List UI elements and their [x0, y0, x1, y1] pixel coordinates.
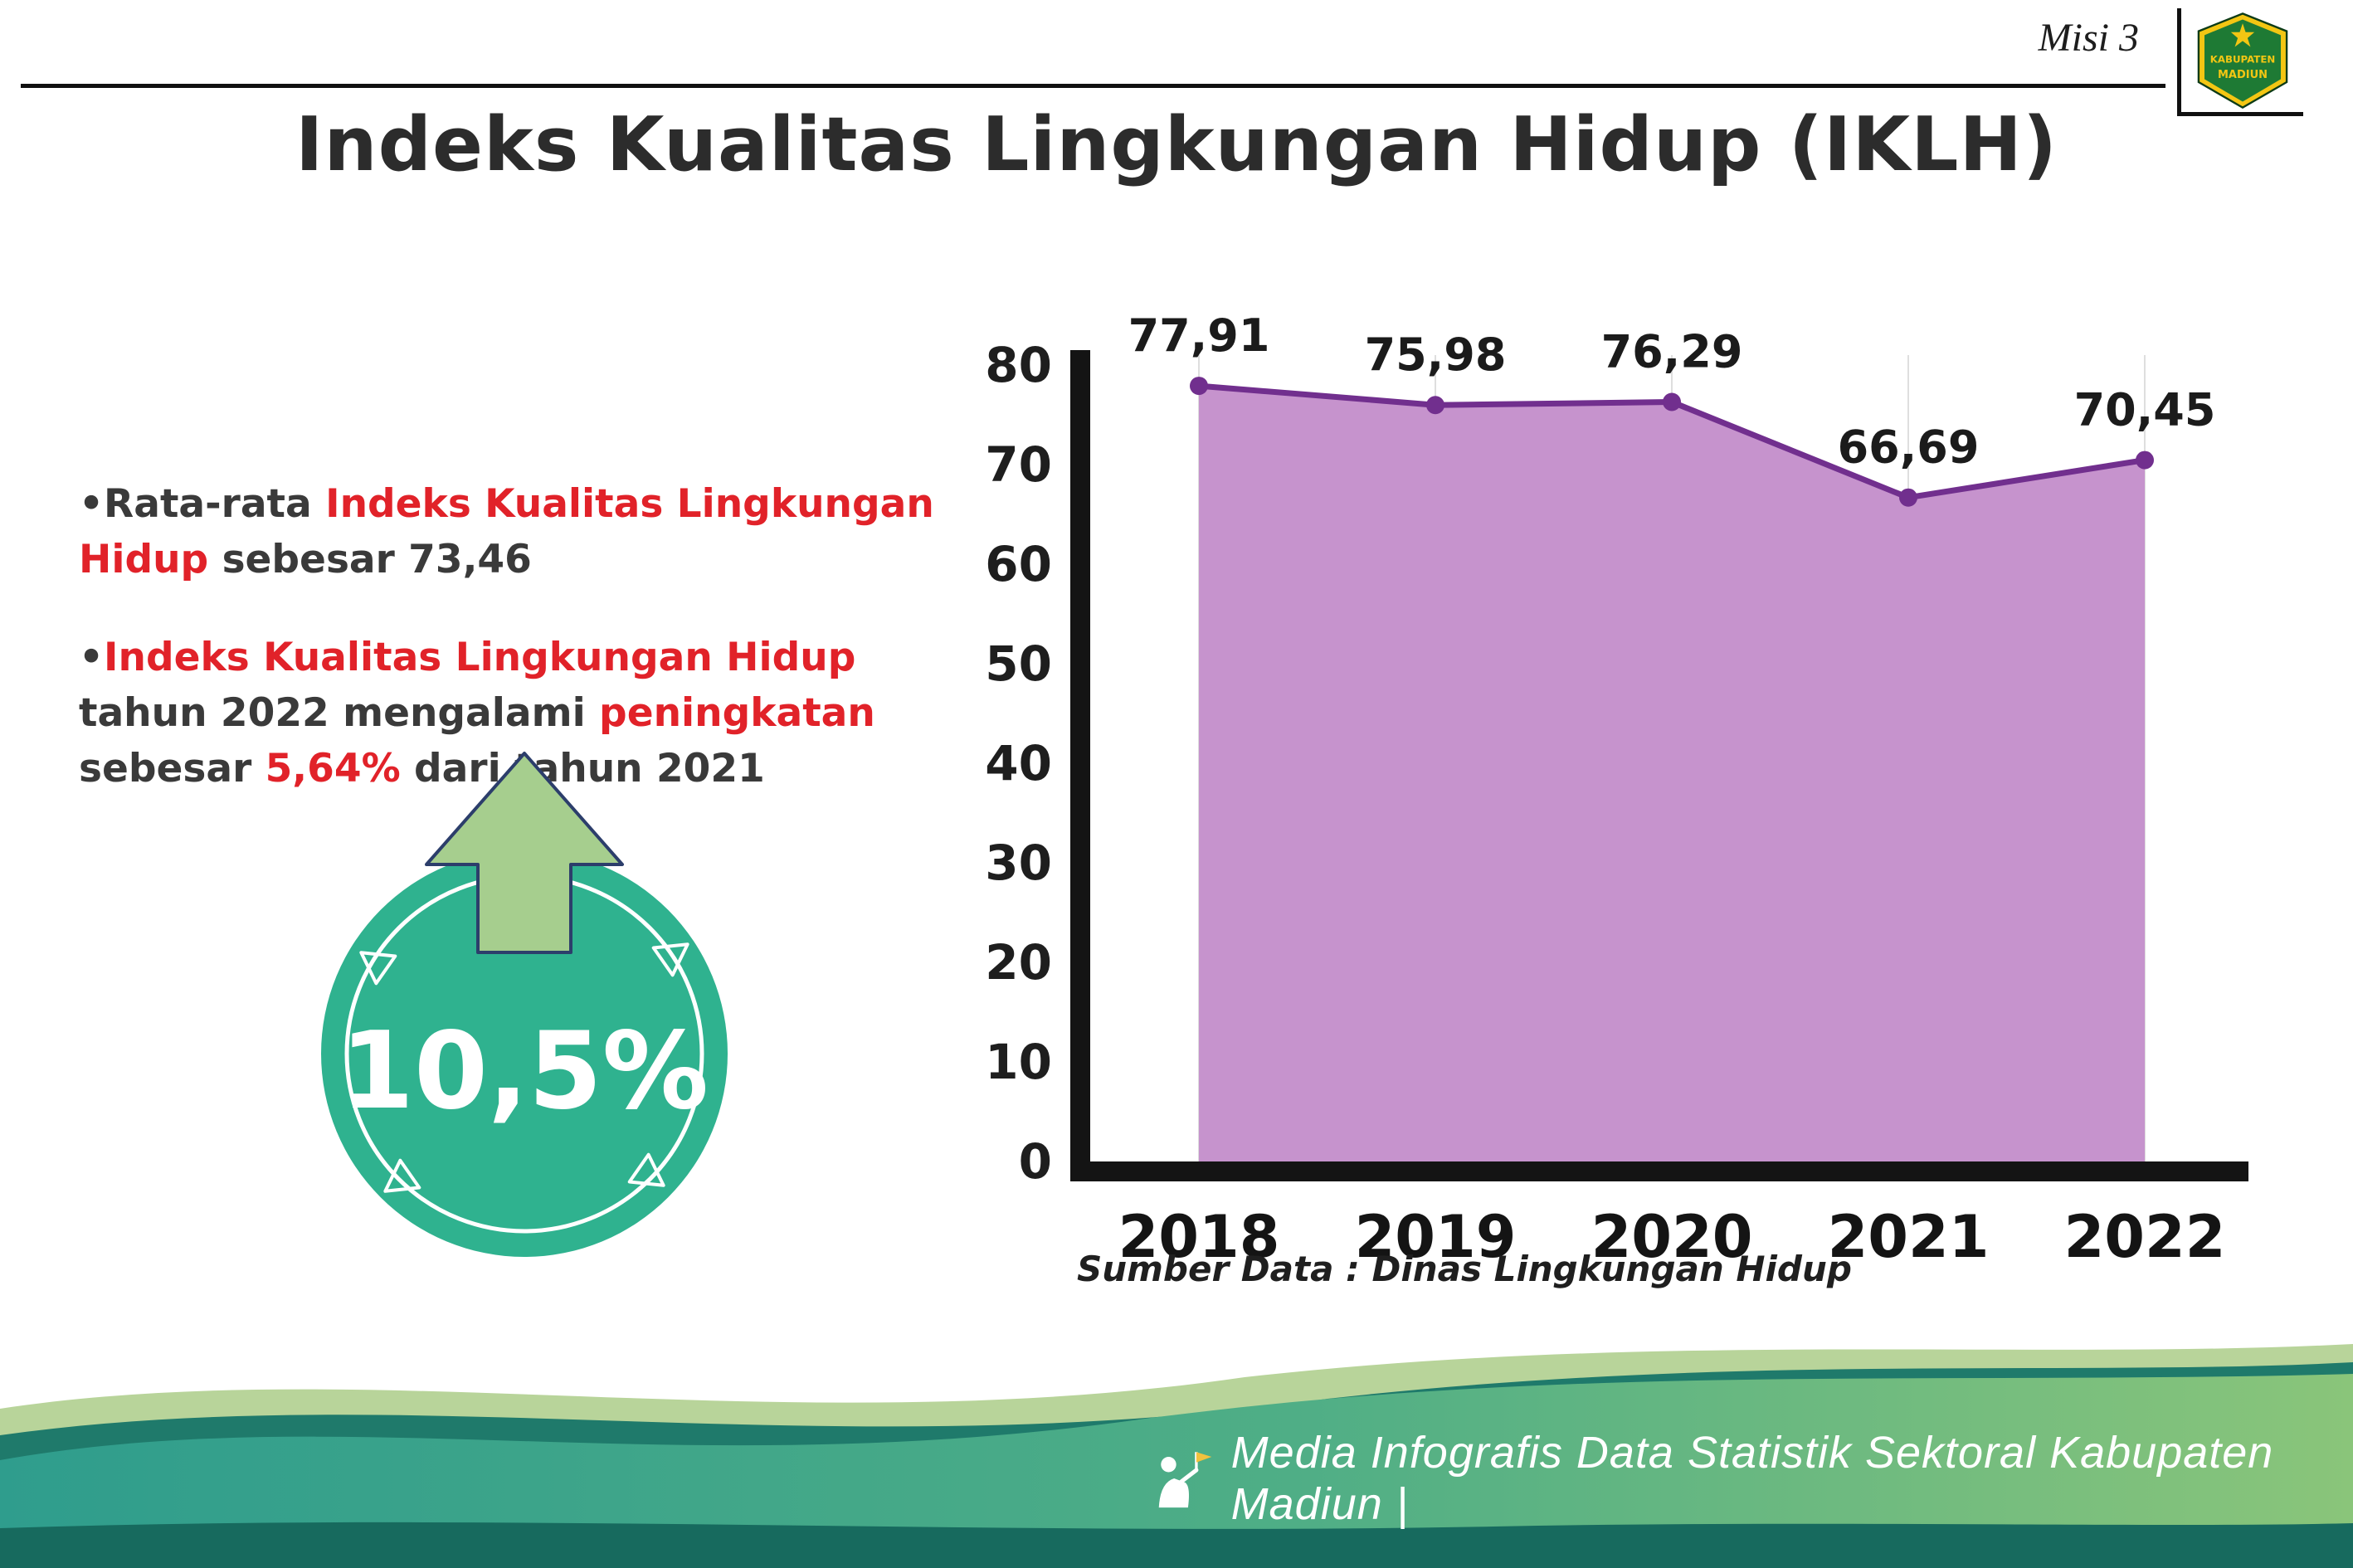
- bullet-average-iklh: •Rata-rata Indeks Kualitas Lingkungan Hi…: [79, 477, 971, 587]
- bullet-char: •: [79, 481, 105, 527]
- year-label: 2022: [2064, 1203, 2226, 1271]
- chart-value-labels: 77,91 75,98 76,29 66,69 70,45: [1128, 309, 2216, 474]
- text-highlight: 5,64%: [265, 745, 401, 791]
- ytick-label: 30: [985, 835, 1052, 891]
- mascot-flag-icon: [1196, 1452, 1212, 1463]
- ytick-label: 20: [985, 934, 1052, 991]
- data-point: [1190, 377, 1208, 396]
- ytick-label: 60: [985, 536, 1052, 592]
- ytick-label: 50: [985, 635, 1052, 692]
- logo-text-top: KABUPATEN: [2209, 53, 2275, 65]
- mascot-head: [1161, 1457, 1176, 1473]
- ytick-label: 0: [1019, 1133, 1052, 1190]
- key-points: •Rata-rata Indeks Kualitas Lingkungan Hi…: [79, 477, 971, 840]
- text-segment: sebesar 73,46: [208, 536, 532, 582]
- text-highlight: Indeks Kualitas Lingkungan Hidup: [79, 481, 934, 582]
- text-segment: sebesar: [79, 745, 266, 791]
- mascot-body: [1158, 1478, 1189, 1508]
- ytick-label: 40: [985, 735, 1052, 791]
- mascot-arm: [1176, 1468, 1199, 1487]
- text-highlight: Indeks Kualitas Lingkungan Hidup: [104, 635, 856, 681]
- data-point: [1663, 392, 1681, 411]
- misi-label: Misi 3: [2038, 16, 2139, 60]
- text-highlight: peningkatan: [599, 690, 875, 737]
- value-label: 76,29: [1601, 326, 1743, 378]
- badge-tick-icon: [627, 1152, 665, 1187]
- chart-points: [1190, 377, 2154, 507]
- kabupaten-madiun-logo: KABUPATEN MADIUN: [2197, 12, 2287, 110]
- data-point: [2136, 450, 2154, 470]
- text-segment: tahun 2022 mengalami: [79, 690, 600, 737]
- iklh-chart: 77,91 75,98 76,29 66,69 70,45 0 10 20 30 40 50 60 70…: [985, 309, 2248, 1271]
- chart-ytick-labels: 0 10 20 30 40 50 60 70 80: [985, 337, 1052, 1190]
- year-label: 2018: [1118, 1203, 1280, 1271]
- badge-circle: [321, 850, 728, 1257]
- badge-value: 10,5%: [340, 1010, 709, 1133]
- ytick-label: 80: [985, 337, 1052, 393]
- chart-x-axis: [1070, 1161, 2248, 1181]
- footer-bar: Media Infografis Data Statistik Sektoral…: [1145, 1427, 2353, 1530]
- ytick-label: 10: [985, 1034, 1052, 1090]
- mascot-icon: [1158, 1452, 1212, 1508]
- year-label: 2021: [1828, 1203, 1990, 1271]
- year-label: 2019: [1355, 1203, 1517, 1271]
- value-label: 75,98: [1365, 329, 1507, 381]
- logo-frame: KABUPATEN MADIUN: [2177, 8, 2303, 116]
- chart-year-labels: 2018 2019 2020 2021 2022: [1118, 1203, 2226, 1271]
- ytick-label: 70: [985, 436, 1052, 493]
- logo-text-bottom: MADIUN: [2218, 69, 2268, 81]
- badge-tick-icon: [383, 1158, 421, 1193]
- badge-tick-icon: [359, 951, 397, 986]
- text-segment: dari tahun 2021: [400, 745, 765, 791]
- footer-waves: [0, 1344, 2353, 1568]
- wave-main-band: [0, 1374, 2353, 1568]
- chart-container: 77,91 75,98 76,29 66,69 70,45 0 10 20 30 40 50 60 70…: [954, 307, 2282, 1303]
- up-arrow-icon: [425, 752, 624, 954]
- header-rule: [21, 84, 2165, 88]
- value-label: 66,69: [1838, 421, 1980, 474]
- footer-caption: Media Infografis Data Statistik Sektoral…: [1230, 1428, 2274, 1529]
- data-point: [1899, 488, 1917, 507]
- text-segment: Rata-rata: [104, 481, 326, 527]
- bullet-char: •: [79, 635, 105, 681]
- badge-tick-icon: [651, 942, 689, 977]
- chart-y-axis: [1070, 350, 1090, 1181]
- bullet-increase-2022: •Indeks Kualitas Lingkungan Hidup tahun …: [79, 631, 971, 796]
- increase-badge: 10,5%: [321, 752, 728, 1257]
- year-label: 2020: [1591, 1203, 1753, 1271]
- logo-shield-inner: [2204, 19, 2281, 102]
- page-title: Indeks Kualitas Lingkungan Hidup (IKLH): [295, 101, 2058, 188]
- data-point: [1426, 396, 1444, 415]
- value-label: 70,45: [2074, 384, 2216, 436]
- wave-bottom-strip: [0, 1522, 2353, 1568]
- value-label: 77,91: [1128, 309, 1270, 362]
- source-note: Sumber Data : Dinas Lingkungan Hidup: [1077, 1249, 1852, 1289]
- chart-area: [1199, 386, 2145, 1161]
